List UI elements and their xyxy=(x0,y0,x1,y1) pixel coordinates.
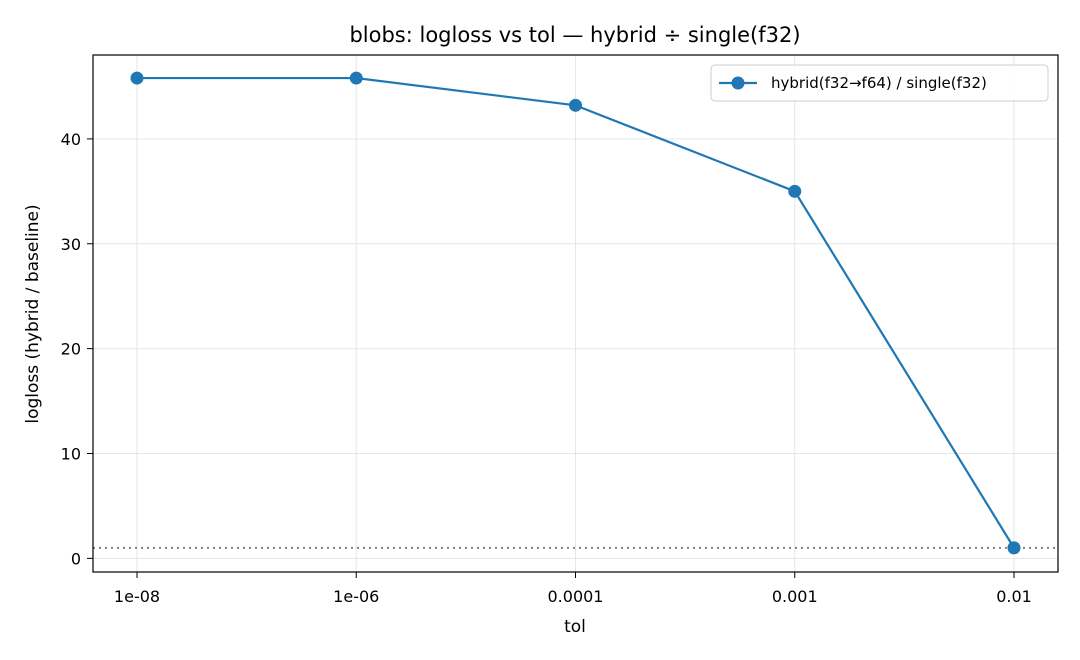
x-tick-label: 1e-08 xyxy=(114,587,160,606)
series-group xyxy=(130,71,1021,555)
legend-marker-sample xyxy=(731,76,745,90)
x-tick-label: 1e-06 xyxy=(333,587,379,606)
legend: hybrid(f32→f64) / single(f32) xyxy=(710,64,1049,102)
y-tick-label: 20 xyxy=(61,340,81,359)
x-tick-label: 0.01 xyxy=(996,587,1032,606)
data-point xyxy=(569,98,582,112)
data-point xyxy=(788,184,802,198)
y-tick-label: 40 xyxy=(61,130,81,149)
x-tick-label: 0.001 xyxy=(772,587,818,606)
y-tick-label: 10 xyxy=(61,444,81,463)
chart-title: blobs: logloss vs tol — hybrid ÷ single(… xyxy=(349,23,800,47)
y-axis-label: logloss (hybrid / baseline) xyxy=(23,204,43,423)
data-point xyxy=(1007,541,1021,555)
axis-ticks: 1e-08 1e-06 0.0001 0.001 0.01 0 10 20 30 40 xyxy=(61,130,1032,606)
y-tick-label: 30 xyxy=(61,235,81,254)
data-point xyxy=(130,71,144,85)
data-point xyxy=(349,71,363,85)
legend-entry-label: hybrid(f32→f64) / single(f32) xyxy=(771,74,987,92)
grid-lines xyxy=(93,55,1058,572)
x-tick-label: 0.0001 xyxy=(548,587,604,606)
y-tick-label: 0 xyxy=(71,549,81,568)
x-axis-label: tol xyxy=(564,617,586,637)
legend-box xyxy=(710,64,1049,102)
